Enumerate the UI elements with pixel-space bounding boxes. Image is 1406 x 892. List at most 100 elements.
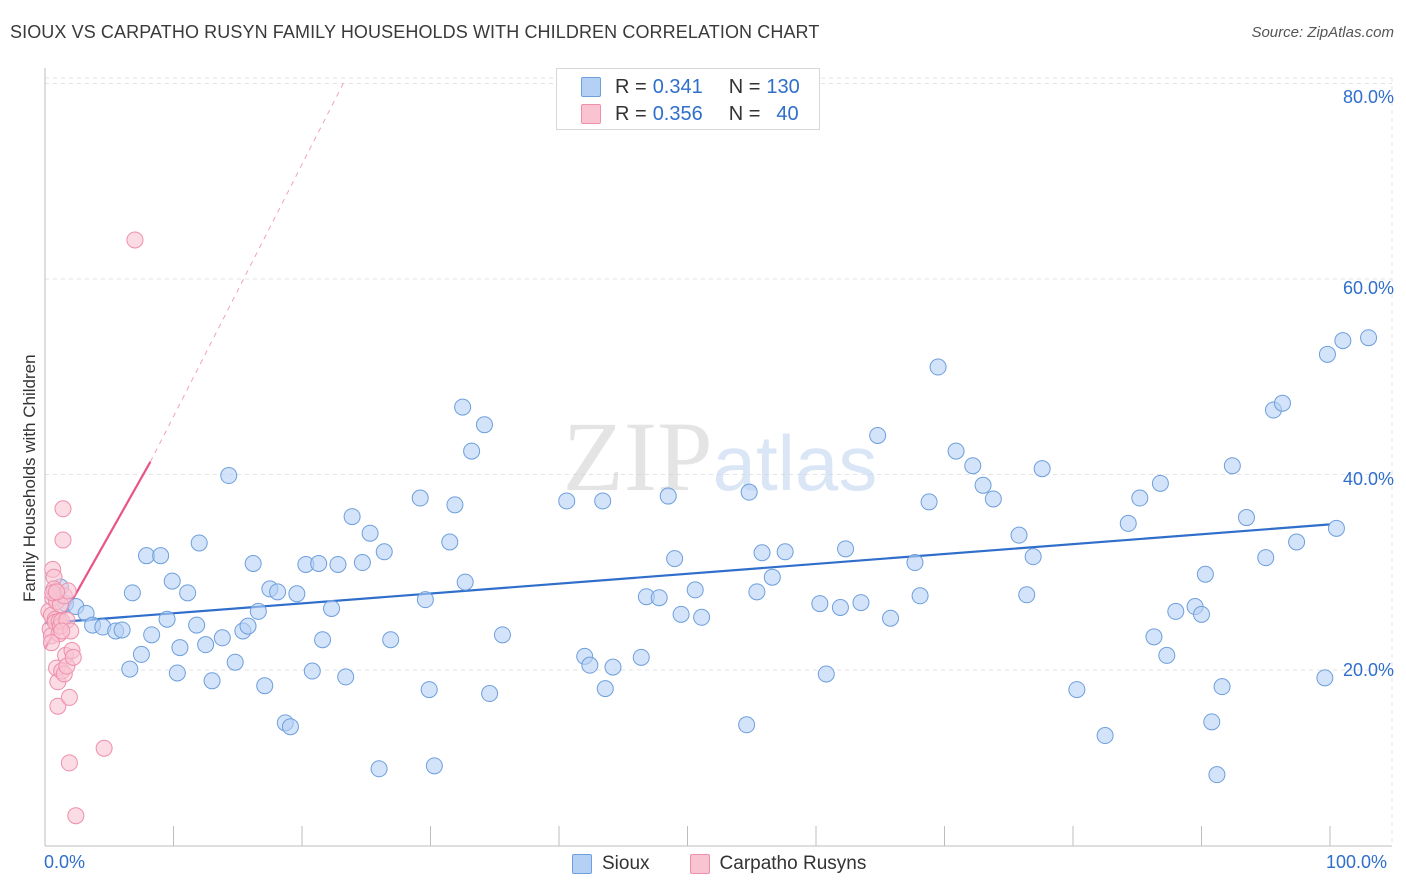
sioux-point-115 xyxy=(1237,509,1255,527)
sioux-point-110 xyxy=(1196,565,1214,583)
sioux-point-113 xyxy=(1213,678,1231,696)
grid-layer xyxy=(45,77,1393,846)
sioux-point-106 xyxy=(1151,474,1169,492)
sioux-point-83 xyxy=(817,665,835,683)
sioux-point-123 xyxy=(1334,332,1352,350)
sioux-point-102 xyxy=(1096,727,1114,745)
sioux-point-72 xyxy=(666,550,684,568)
sioux-point-60 xyxy=(481,685,499,703)
sioux-point-11 xyxy=(132,645,150,663)
sioux-point-26 xyxy=(226,653,244,671)
sioux-point-44 xyxy=(343,508,361,526)
sioux-point-59 xyxy=(475,416,493,434)
sioux-point-19 xyxy=(179,584,197,602)
rusyns-swatch xyxy=(581,104,601,124)
sioux-point-57 xyxy=(456,573,474,591)
legend-item-sioux[interactable]: Sioux xyxy=(572,853,650,875)
trend-line-sioux xyxy=(44,523,1331,625)
r-value: 0.356 xyxy=(652,102,703,125)
sioux-point-89 xyxy=(906,554,924,572)
sioux-point-36 xyxy=(288,585,306,603)
rusyn-point-39 xyxy=(53,622,71,640)
sioux-point-55 xyxy=(446,496,464,514)
sioux-swatch xyxy=(572,854,592,874)
sioux-point-91 xyxy=(920,493,938,511)
trend-line-rusyns-extension xyxy=(149,78,347,463)
sioux-point-25 xyxy=(220,467,238,485)
sioux-point-42 xyxy=(329,555,347,573)
sioux-point-46 xyxy=(361,524,379,542)
sioux-point-51 xyxy=(416,591,434,609)
legend-row-rusyns: R = 0.356 N = 40 xyxy=(581,101,799,127)
sioux-point-87 xyxy=(869,426,887,444)
rusyn-point-20 xyxy=(54,531,72,549)
r-value: 0.341 xyxy=(652,75,703,98)
sioux-point-114 xyxy=(1223,457,1241,475)
sioux-point-66 xyxy=(596,680,614,698)
y-tick-label-60: 60.0% xyxy=(1342,278,1394,298)
sioux-point-14 xyxy=(152,547,170,565)
sioux-point-96 xyxy=(984,490,1002,508)
rusyn-point-13 xyxy=(49,697,67,715)
sioux-point-45 xyxy=(353,554,371,572)
sioux-point-52 xyxy=(420,681,438,699)
sioux-point-77 xyxy=(740,483,758,501)
sioux-point-71 xyxy=(659,487,677,505)
sioux-point-99 xyxy=(1024,548,1042,566)
axes-layer xyxy=(44,68,1392,847)
sioux-point-16 xyxy=(163,572,181,590)
rusyn-point-34 xyxy=(95,739,113,757)
sioux-point-82 xyxy=(811,595,829,613)
sioux-point-61 xyxy=(493,626,511,644)
sioux-point-53 xyxy=(425,757,443,775)
sioux-swatch xyxy=(581,77,601,97)
rusyn-point-36 xyxy=(42,634,60,652)
watermark-atlas: atlas xyxy=(713,419,878,507)
watermark: ZIPatlas xyxy=(563,401,878,512)
y-tick-label-80: 80.0% xyxy=(1342,87,1394,107)
sioux-point-90 xyxy=(911,587,929,605)
sioux-point-120 xyxy=(1316,669,1334,687)
y-axis-label-wrap: Family Households with Children xyxy=(0,0,39,892)
sioux-point-9 xyxy=(121,660,139,678)
r-label: R = xyxy=(615,75,647,98)
sioux-point-17 xyxy=(168,664,186,682)
sioux-point-23 xyxy=(203,672,221,690)
sioux-point-58 xyxy=(463,442,481,460)
sioux-point-31 xyxy=(256,677,274,695)
n-value: 130 xyxy=(766,75,800,98)
sioux-point-125 xyxy=(1167,602,1185,620)
rusyn-point-32 xyxy=(64,648,82,666)
y-tick-label-40: 40.0% xyxy=(1342,469,1394,489)
legend-label-sioux: Sioux xyxy=(602,853,650,874)
sioux-point-103 xyxy=(1119,514,1137,532)
sioux-point-47 xyxy=(370,760,388,778)
sioux-point-124 xyxy=(1360,329,1378,347)
legend-row-sioux: R = 0.341 N = 130 xyxy=(581,74,800,100)
sioux-point-49 xyxy=(382,631,400,649)
sioux-point-105 xyxy=(1145,628,1163,646)
sioux-point-101 xyxy=(1068,681,1086,699)
sioux-point-41 xyxy=(323,599,341,617)
sioux-point-43 xyxy=(337,668,355,686)
y-axis-label: Family Households with Children xyxy=(20,354,39,602)
sioux-point-62 xyxy=(558,492,576,510)
n-value: 40 xyxy=(776,102,799,125)
legend-label-rusyns: Carpatho Rusyns xyxy=(719,853,867,874)
sioux-point-20 xyxy=(188,616,206,634)
legend-item-rusyns[interactable]: Carpatho Rusyns xyxy=(689,853,867,875)
sioux-point-56 xyxy=(454,398,472,416)
sioux-point-111 xyxy=(1203,713,1221,731)
sioux-point-12 xyxy=(138,547,156,565)
rusyn-point-21 xyxy=(54,500,72,518)
sioux-point-76 xyxy=(738,716,756,734)
sioux-point-92 xyxy=(929,358,947,376)
sioux-point-98 xyxy=(1018,586,1036,604)
sioux-point-79 xyxy=(753,544,771,562)
sioux-point-94 xyxy=(964,457,982,475)
trend-layer xyxy=(44,78,1331,650)
sioux-point-93 xyxy=(947,442,965,460)
r-label: R = xyxy=(615,102,647,125)
watermark-zip: ZIP xyxy=(563,401,713,512)
